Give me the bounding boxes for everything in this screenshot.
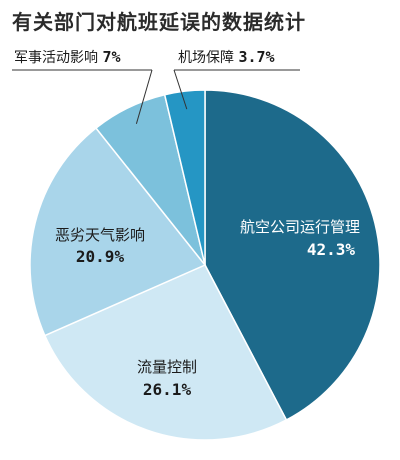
slice-label-1: 航空公司运行管理 — [240, 218, 360, 236]
callout-value-4: 7% — [102, 48, 120, 66]
callout-layer: 军事活动影响 7% 机场保障 3.7% — [12, 48, 300, 124]
pie-slice-1 — [204, 89, 381, 421]
callout-leader-4 — [135, 69, 153, 124]
slices-layer — [29, 89, 381, 441]
callout-leader-5 — [173, 69, 188, 110]
pie-slice-3 — [29, 127, 207, 337]
slice-value-1: 42.3% — [307, 240, 356, 259]
callout-label-4: 军事活动影响 7% — [14, 48, 121, 66]
slice-value-2: 26.1% — [143, 380, 192, 399]
pie-slice-5 — [163, 89, 206, 266]
slice-label-3: 恶劣天气影响 — [55, 226, 145, 244]
callout-label-5: 机场保障 3.7% — [178, 48, 275, 66]
chart-title: 有关部门对航班延误的数据统计 — [12, 10, 306, 34]
callout-value-5: 3.7% — [238, 48, 274, 66]
pie-slice-2 — [43, 264, 288, 441]
labels-layer: 航空公司运行管理 42.3% 流量控制 26.1% 恶劣天气影响 20.9% — [55, 218, 360, 399]
slice-value-3: 20.9% — [76, 247, 125, 266]
slice-label-2: 流量控制 — [137, 358, 197, 376]
